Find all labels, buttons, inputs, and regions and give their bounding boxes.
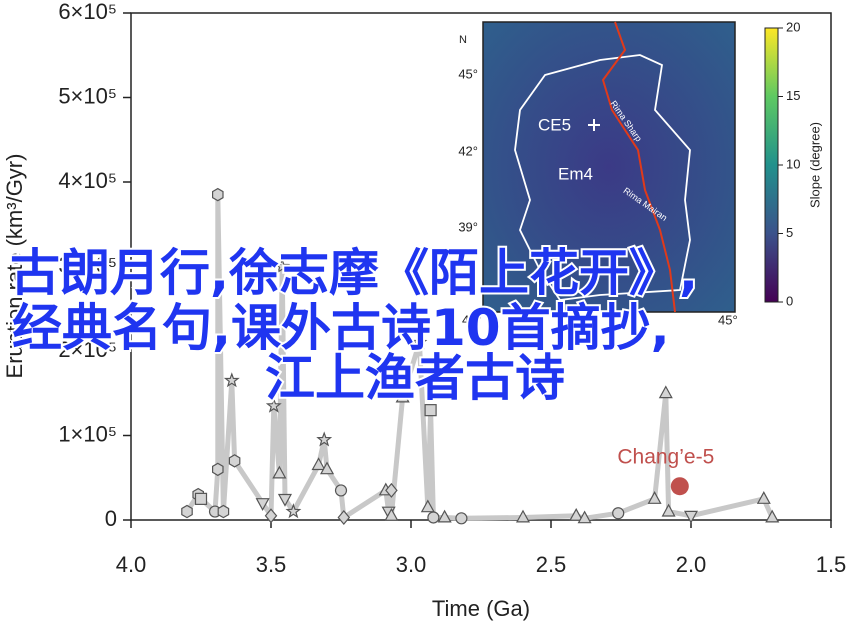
lat-tick: 39° <box>458 219 478 234</box>
overlay-text: 江上渔者古诗 <box>265 349 565 407</box>
data-point <box>455 512 468 525</box>
data-point <box>316 431 333 447</box>
point-annotation: Chang’e-5 <box>617 446 714 469</box>
data-point <box>765 509 780 523</box>
y-tick-label: 3×10⁵ <box>58 252 117 277</box>
data-point <box>223 372 240 388</box>
data-point <box>515 509 531 523</box>
landing-cross <box>588 119 600 131</box>
colorbar-tick-label: 0 <box>786 293 793 308</box>
x-tick-label: 1.5 <box>816 552 847 577</box>
data-point <box>311 457 326 471</box>
data-point <box>424 404 437 417</box>
data-point <box>411 334 428 350</box>
data-point <box>285 503 302 519</box>
main-plot: Time (Ga) Eruption rate (km³/Gyr) 4.0 3.5… <box>2 0 846 621</box>
data-point <box>437 509 452 523</box>
data-point <box>427 511 440 524</box>
y-tick-label: 2×10⁵ <box>58 337 117 362</box>
colorbar-title: Slope (degree) <box>807 122 822 208</box>
mare-outline <box>514 54 691 301</box>
data-point <box>277 493 293 507</box>
data-point <box>756 491 771 504</box>
data-line <box>184 192 775 521</box>
data-point <box>577 510 592 524</box>
x-tick-label: 3.5 <box>256 552 287 577</box>
data-point <box>395 389 410 403</box>
lon-tick: 45° <box>718 312 738 327</box>
y-tick-label: 4×10⁵ <box>58 168 117 193</box>
y-tick-label: 0 <box>105 506 117 531</box>
data-point <box>217 504 230 519</box>
data-point <box>265 397 282 413</box>
data-point <box>212 462 224 477</box>
data-point <box>420 499 435 513</box>
x-tick-label: 2.0 <box>676 552 707 577</box>
data-point <box>683 510 699 524</box>
map-label: Em4 <box>558 164 593 183</box>
north-label: N <box>459 34 467 46</box>
data-point <box>569 507 584 521</box>
colorbar-tick-label: 15 <box>786 88 800 103</box>
data-point <box>212 187 224 202</box>
data-point <box>647 491 662 504</box>
data-point <box>670 477 689 496</box>
colorbar <box>764 27 779 303</box>
data-point <box>337 509 351 526</box>
overlay: 古朗月行,徐志摩《陌上花开》, 经典名句,课外古诗10首摘抄, 江上渔者古诗 <box>8 242 700 409</box>
data-point <box>384 507 399 521</box>
lat-tick: 45° <box>458 66 478 81</box>
x-tick-label: 4.0 <box>116 552 147 577</box>
data-point <box>255 498 270 511</box>
data-point <box>274 258 291 274</box>
data-point <box>264 508 278 524</box>
map-label: CE5 <box>538 115 571 134</box>
data-point <box>385 482 398 498</box>
overlay-text: 经典名句,课外古诗10首摘抄, <box>12 299 670 357</box>
data-point <box>334 484 348 497</box>
data-point <box>181 504 193 519</box>
data-point <box>228 454 241 468</box>
lon-tick: 48° <box>462 312 482 327</box>
colorbar-tick-label: 20 <box>786 19 800 34</box>
data-point <box>661 503 676 517</box>
colorbar-tick-label: 5 <box>786 225 793 240</box>
y-axis-title: Eruption rate (km³/Gyr) <box>2 154 27 379</box>
data-point <box>658 385 673 399</box>
data-point <box>194 492 208 505</box>
y-tick-label: 5×10⁵ <box>58 83 117 108</box>
inset-map: N 45° 42° 39° 48° 45° CE5 Em4 Rima Sharp… <box>445 14 830 332</box>
overlay-text: 古朗月行,徐志摩《陌上花开》, <box>10 244 698 302</box>
y-tick-label: 6×10⁵ <box>58 0 117 24</box>
rima-line <box>601 21 676 313</box>
x-tick-label: 3.0 <box>396 552 427 577</box>
x-axis-title: Time (Ga) <box>432 596 530 621</box>
x-tick-label: 2.5 <box>536 552 567 577</box>
colorbar-tick-label: 10 <box>786 156 800 171</box>
y-tick-label: 1×10⁵ <box>58 421 117 446</box>
data-point <box>612 507 625 520</box>
data-point <box>272 465 287 479</box>
lat-tick: 42° <box>458 143 478 158</box>
data-point <box>319 461 335 475</box>
